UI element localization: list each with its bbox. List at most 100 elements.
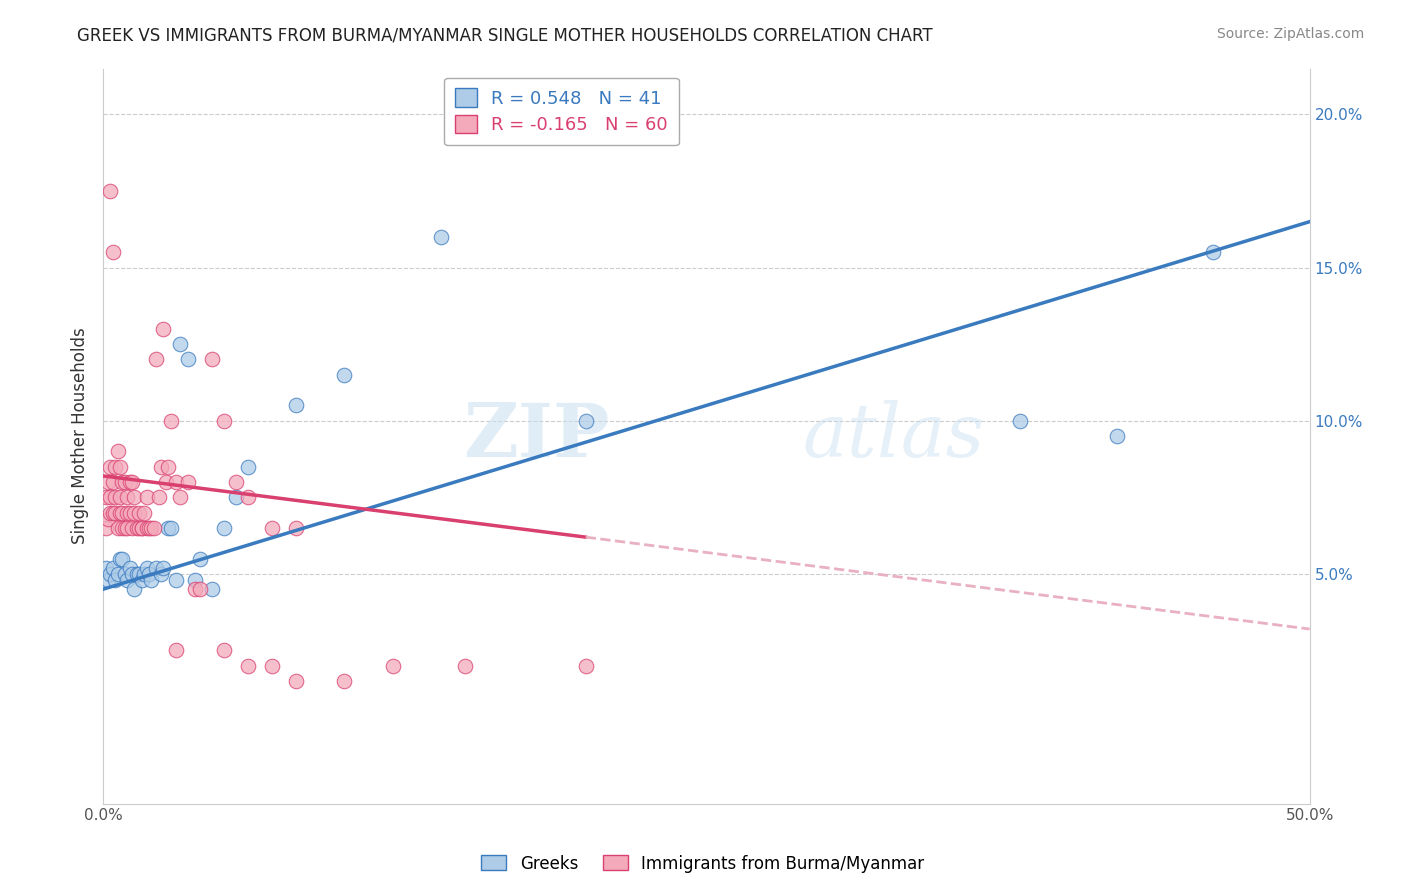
Point <box>104 573 127 587</box>
Point <box>165 573 187 587</box>
Point <box>1010 414 1032 428</box>
Point <box>131 521 153 535</box>
Point <box>101 475 124 489</box>
Point <box>94 521 117 535</box>
Point <box>134 566 156 581</box>
Point <box>285 521 308 535</box>
Point <box>285 674 308 689</box>
Point <box>98 566 121 581</box>
Point <box>430 230 453 244</box>
Point <box>1105 429 1128 443</box>
Point <box>454 658 477 673</box>
Point <box>142 521 165 535</box>
Point <box>101 561 124 575</box>
Point <box>212 521 235 535</box>
Point <box>128 566 150 581</box>
Point <box>107 521 129 535</box>
Point <box>138 521 160 535</box>
Point <box>188 582 211 597</box>
Point <box>201 352 224 367</box>
Point <box>101 506 124 520</box>
Point <box>150 459 173 474</box>
Point <box>188 551 211 566</box>
Point <box>107 566 129 581</box>
Point <box>135 491 157 505</box>
Point <box>128 506 150 520</box>
Legend: Greeks, Immigrants from Burma/Myanmar: Greeks, Immigrants from Burma/Myanmar <box>475 848 931 880</box>
Point <box>117 521 139 535</box>
Point <box>108 551 131 566</box>
Point <box>333 674 356 689</box>
Point <box>575 658 598 673</box>
Point <box>135 561 157 575</box>
Point <box>225 475 247 489</box>
Point <box>97 475 120 489</box>
Point <box>159 521 181 535</box>
Point <box>98 491 121 505</box>
Point <box>157 521 180 535</box>
Point <box>141 521 163 535</box>
Point <box>134 506 156 520</box>
Point <box>118 506 141 520</box>
Point <box>97 512 120 526</box>
Text: ZIP: ZIP <box>464 400 610 473</box>
Text: Source: ZipAtlas.com: Source: ZipAtlas.com <box>1216 27 1364 41</box>
Point <box>125 566 148 581</box>
Point <box>98 506 121 520</box>
Point <box>104 491 127 505</box>
Point <box>152 561 174 575</box>
Point <box>184 573 207 587</box>
Point <box>107 444 129 458</box>
Point <box>125 521 148 535</box>
Point <box>176 352 198 367</box>
Text: GREEK VS IMMIGRANTS FROM BURMA/MYANMAR SINGLE MOTHER HOUSEHOLDS CORRELATION CHAR: GREEK VS IMMIGRANTS FROM BURMA/MYANMAR S… <box>77 27 934 45</box>
Point <box>131 573 153 587</box>
Point <box>108 459 131 474</box>
Point <box>260 521 283 535</box>
Point <box>145 352 167 367</box>
Point <box>236 658 259 673</box>
Point <box>212 643 235 657</box>
Point <box>114 521 136 535</box>
Point <box>117 506 139 520</box>
Point <box>159 414 181 428</box>
Point <box>176 475 198 489</box>
Point <box>117 491 139 505</box>
Point <box>1202 245 1225 260</box>
Point <box>184 582 207 597</box>
Point <box>169 337 191 351</box>
Point <box>131 521 153 535</box>
Point <box>381 658 404 673</box>
Point <box>111 475 134 489</box>
Point <box>165 643 187 657</box>
Point <box>212 414 235 428</box>
Point <box>121 521 143 535</box>
Point <box>575 414 598 428</box>
Point <box>121 475 143 489</box>
Point <box>108 491 131 505</box>
Legend: R = 0.548   N = 41, R = -0.165   N = 60: R = 0.548 N = 41, R = -0.165 N = 60 <box>444 78 679 145</box>
Point <box>111 506 134 520</box>
Point <box>138 566 160 581</box>
Point <box>114 566 136 581</box>
Point <box>111 521 134 535</box>
Point <box>108 506 131 520</box>
Point <box>121 566 143 581</box>
Point <box>98 184 121 198</box>
Point <box>225 491 247 505</box>
Point <box>236 459 259 474</box>
Point <box>285 399 308 413</box>
Point <box>124 506 146 520</box>
Point <box>94 491 117 505</box>
Y-axis label: Single Mother Households: Single Mother Households <box>72 327 89 544</box>
Point <box>135 521 157 535</box>
Point <box>117 573 139 587</box>
Point <box>260 658 283 673</box>
Point <box>97 573 120 587</box>
Point <box>98 459 121 474</box>
Point <box>124 491 146 505</box>
Point <box>94 561 117 575</box>
Point <box>157 459 180 474</box>
Point <box>169 491 191 505</box>
Point <box>150 566 173 581</box>
